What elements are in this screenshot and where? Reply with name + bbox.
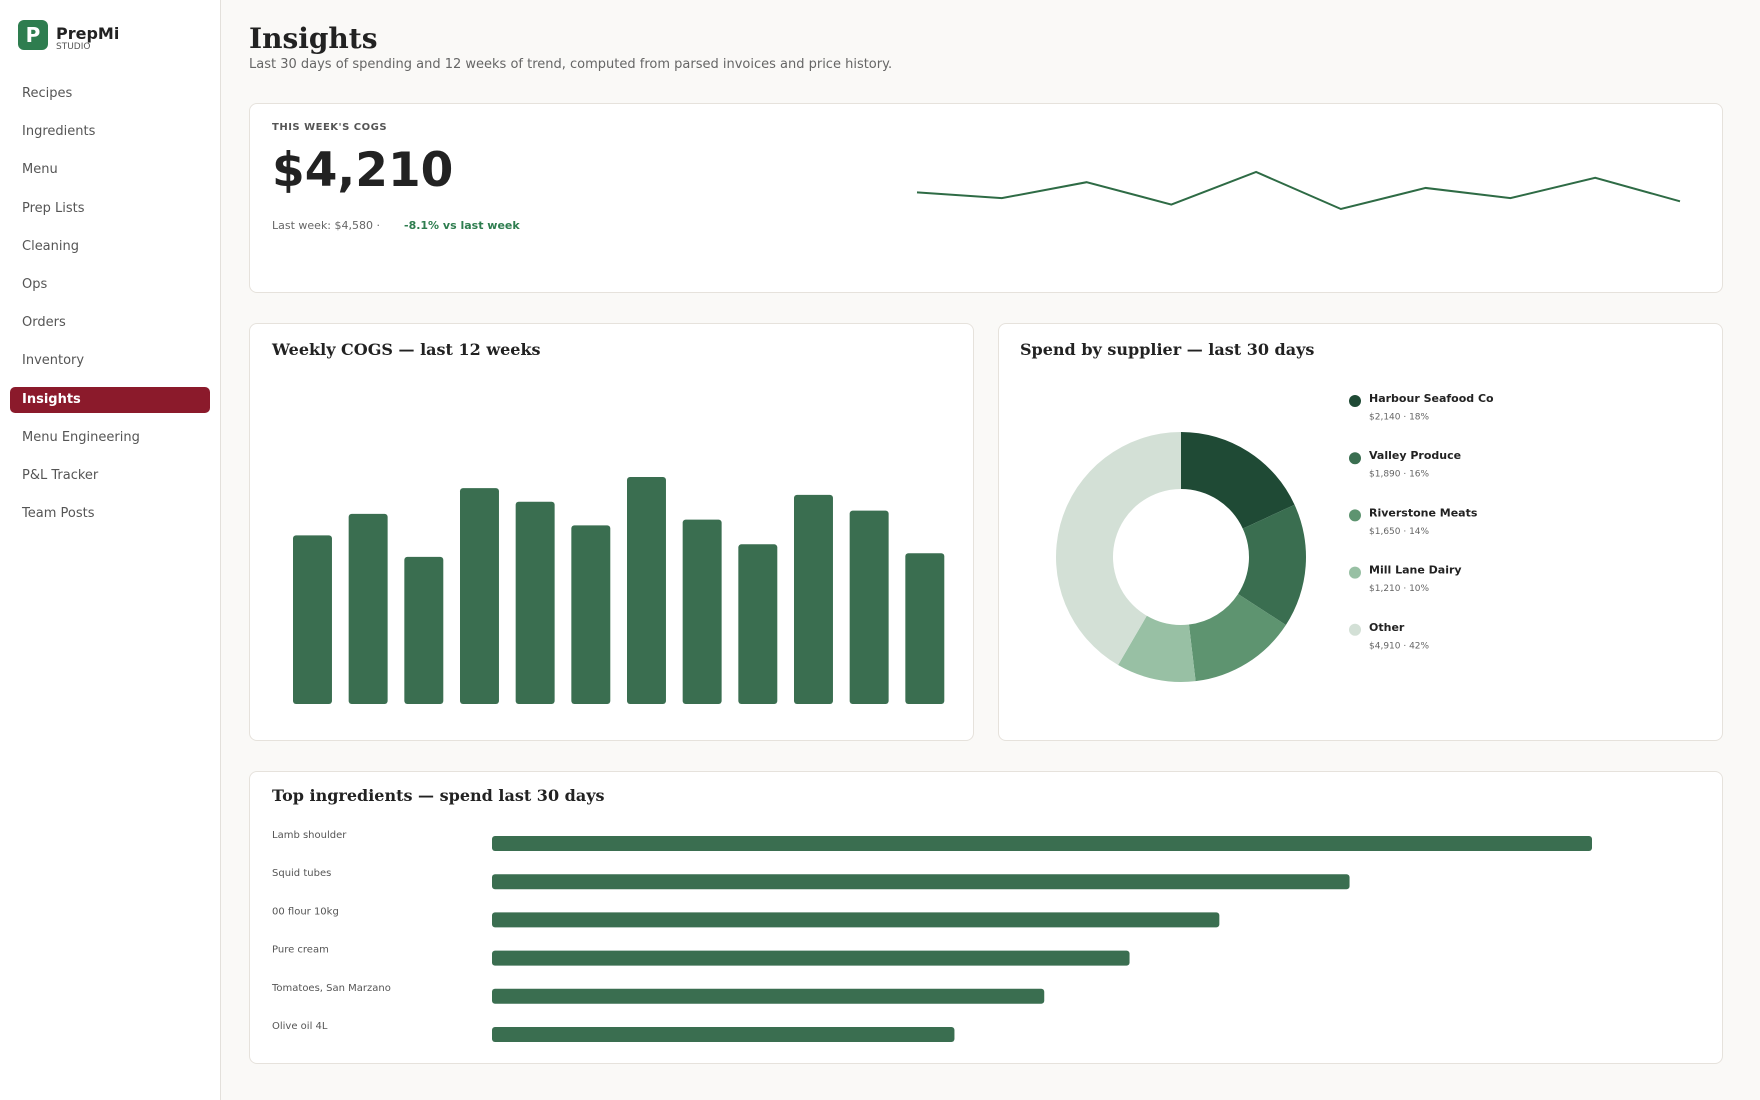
nav-item[interactable]: P&L Tracker bbox=[22, 468, 99, 483]
ingredient-label: Tomatoes, San Marzano bbox=[271, 983, 391, 994]
legend-dot bbox=[1349, 566, 1361, 579]
supplier-card bbox=[998, 323, 1723, 741]
legend-value: $1,210 · 10% bbox=[1369, 584, 1430, 594]
ingredient-label: Olive oil 4L bbox=[272, 1021, 328, 1032]
bar bbox=[627, 477, 666, 704]
ingredient-label: Squid tubes bbox=[272, 868, 331, 879]
logo: P bbox=[18, 20, 48, 50]
legend-dot bbox=[1349, 395, 1361, 407]
ingredient-label: 00 flour 10kg bbox=[272, 906, 339, 917]
ingredient-label: Pure cream bbox=[272, 945, 329, 956]
legend-value: $1,890 · 16% bbox=[1369, 470, 1430, 480]
legend-value: $4,910 · 42% bbox=[1369, 641, 1430, 651]
legend-label: Riverstone Meats bbox=[1369, 506, 1478, 519]
bar bbox=[738, 544, 778, 704]
legend-label: Valley Produce bbox=[1369, 449, 1461, 462]
cogs-label: THIS WEEK'S COGS bbox=[272, 122, 388, 133]
supplier-title: Spend by supplier — last 30 days bbox=[1020, 340, 1315, 359]
legend-dot bbox=[1349, 452, 1361, 465]
page-subtitle: Last 30 days of spending and 12 weeks of… bbox=[249, 57, 893, 72]
bar bbox=[682, 519, 722, 704]
bar bbox=[492, 988, 1045, 1004]
donut-segment bbox=[1055, 432, 1181, 666]
bar bbox=[492, 874, 1350, 890]
bar bbox=[492, 950, 1130, 966]
bar bbox=[492, 1027, 955, 1042]
page-title: Insights bbox=[249, 22, 378, 55]
legend-value: $1,650 · 14% bbox=[1369, 527, 1430, 537]
bar bbox=[905, 553, 945, 704]
bar bbox=[492, 836, 1592, 851]
brand: PrepMi bbox=[56, 24, 120, 43]
bar bbox=[515, 501, 555, 704]
bar bbox=[348, 513, 388, 704]
ingredient-label: Lamb shoulder bbox=[272, 830, 347, 841]
bar bbox=[794, 494, 833, 704]
legend-label: Other bbox=[1369, 621, 1405, 634]
sidebar: P PrepMi STUDIO Recipes Ingredients Menu Pr… bbox=[0, 0, 221, 1100]
bar bbox=[404, 556, 444, 704]
brand-sub: STUDIO bbox=[56, 42, 91, 52]
nav-item[interactable]: Menu Engineering bbox=[22, 429, 140, 445]
bar bbox=[293, 535, 332, 704]
cogs-change: -8.1% vs last week bbox=[404, 219, 520, 232]
ingredients-title: Top ingredients — spend last 30 days bbox=[272, 786, 605, 805]
donut-segment bbox=[1188, 593, 1286, 682]
legend-value: $2,140 · 18% bbox=[1369, 413, 1430, 423]
legend-dot bbox=[1349, 509, 1361, 522]
legend-dot bbox=[1349, 623, 1361, 636]
legend-label: Harbour Seafood Co bbox=[1369, 392, 1494, 405]
cogs-last-week: Last week: $4,580 · bbox=[272, 219, 380, 232]
nav-item[interactable]: Ingredients bbox=[22, 124, 96, 140]
nav-item[interactable]: Team Posts bbox=[22, 506, 95, 522]
donut-segment bbox=[1181, 432, 1295, 529]
weekly-title: Weekly COGS — last 12 weeks bbox=[272, 340, 541, 359]
nav-item[interactable]: Prep Lists bbox=[22, 200, 85, 216]
sparkline bbox=[916, 170, 1681, 211]
bar bbox=[492, 912, 1220, 928]
donut-segment bbox=[1238, 504, 1307, 625]
nav-item[interactable]: Ops bbox=[22, 277, 48, 292]
legend-label: Mill Lane Dairy bbox=[1369, 564, 1462, 577]
nav-item[interactable]: Recipes bbox=[22, 86, 73, 101]
bar bbox=[571, 525, 611, 704]
cogs-value: $4,210 bbox=[272, 143, 454, 198]
donut-segment bbox=[1118, 615, 1196, 682]
nav-item[interactable]: Menu bbox=[22, 162, 58, 178]
nav-item[interactable]: Orders bbox=[22, 315, 66, 331]
bar bbox=[849, 510, 889, 704]
nav-item[interactable]: Inventory bbox=[22, 353, 85, 369]
nav-item[interactable]: Cleaning bbox=[22, 238, 79, 254]
bar bbox=[460, 488, 499, 704]
nav-item[interactable]: Insights bbox=[10, 386, 210, 413]
